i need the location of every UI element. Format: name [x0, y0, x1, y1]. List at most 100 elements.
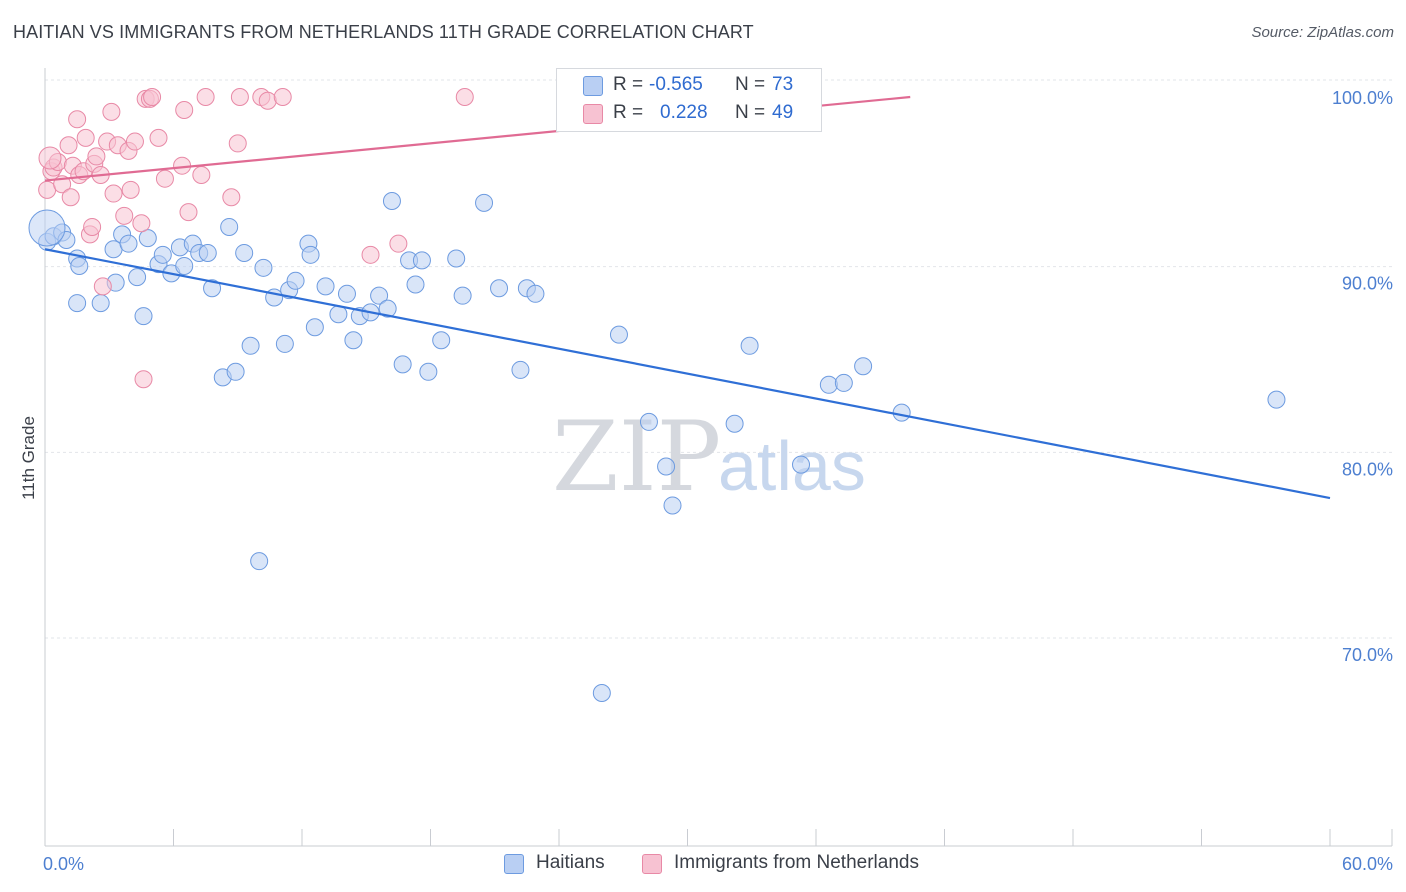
data-point — [526, 284, 545, 303]
data-point — [725, 414, 744, 433]
data-point — [192, 165, 211, 184]
data-point — [28, 209, 66, 247]
data-point — [453, 286, 472, 305]
data-point — [382, 191, 401, 210]
data-point — [59, 136, 78, 155]
data-point — [301, 245, 320, 264]
chart-title: HAITIAN VS IMMIGRANTS FROM NETHERLANDS 1… — [13, 22, 754, 42]
data-point — [663, 496, 682, 515]
data-point — [490, 279, 509, 298]
data-point — [639, 412, 658, 431]
data-point — [740, 336, 759, 355]
legend-r-value: -0.565 — [649, 74, 703, 95]
data-point — [70, 256, 89, 275]
data-point — [273, 88, 292, 106]
watermark-atlas: atlas — [718, 427, 866, 505]
trend-line-haitians — [44, 248, 1331, 500]
data-point — [68, 110, 87, 129]
data-point — [305, 318, 324, 337]
data-point — [61, 188, 80, 207]
data-point — [1267, 390, 1286, 409]
data-point — [87, 147, 106, 166]
x-tick-label: 60.0% — [1342, 854, 1393, 874]
data-point — [432, 331, 451, 350]
data-point — [104, 184, 123, 203]
data-point — [196, 88, 215, 106]
bottom-legend-label-haitians: Haitians — [536, 852, 605, 873]
data-point — [834, 373, 853, 392]
data-point — [609, 325, 628, 344]
data-point — [68, 294, 87, 313]
data-point — [592, 683, 611, 702]
legend-row-netherlands: R = 0.228 N = 49 — [557, 102, 821, 128]
bottom-legend-swatch-netherlands — [642, 854, 662, 874]
data-point — [254, 258, 273, 277]
legend-r-value: 0.228 — [660, 102, 708, 123]
data-point — [198, 243, 217, 262]
data-point — [406, 275, 425, 294]
data-point — [241, 336, 260, 355]
data-point — [38, 180, 57, 199]
data-point — [134, 307, 153, 326]
data-point — [149, 128, 168, 147]
legend-n-value: 49 — [772, 102, 794, 123]
data-point — [447, 249, 466, 268]
legend-swatch-haitians — [583, 76, 603, 96]
bottom-legend-swatch-haitians — [504, 854, 524, 874]
data-point — [179, 203, 198, 222]
data-point — [153, 245, 172, 264]
data-point — [235, 243, 254, 262]
data-point — [119, 234, 138, 253]
y-tick-label: 70.0% — [1342, 645, 1393, 665]
data-point — [419, 362, 438, 381]
legend-n-label: N = — [735, 102, 766, 123]
data-point — [792, 455, 811, 474]
data-point — [222, 188, 241, 207]
watermark-zip: ZIP — [552, 401, 721, 513]
data-point — [412, 251, 431, 270]
legend-n-value: 73 — [772, 74, 794, 95]
correlation-legend: R = -0.565 N = 73 R = 0.228 N = 49 — [556, 68, 822, 132]
data-point — [83, 217, 102, 236]
data-point — [344, 331, 363, 350]
legend-r-label: R = — [613, 74, 644, 95]
data-point — [226, 362, 245, 381]
data-point — [250, 552, 269, 571]
data-point — [455, 88, 474, 106]
data-point — [892, 403, 911, 422]
legend-r-label: R = — [613, 102, 644, 123]
series-haitians — [28, 191, 1286, 702]
legend-swatch-netherlands — [583, 104, 603, 124]
data-point — [132, 214, 151, 233]
tick-labels: 100.0% 90.0% 80.0% 70.0% 0.0% 60.0% — [43, 88, 1393, 874]
data-point — [91, 294, 110, 313]
data-point — [203, 279, 222, 298]
grid-lines — [45, 79, 1392, 639]
data-point — [361, 245, 380, 264]
y-tick-label: 80.0% — [1342, 459, 1393, 479]
data-point — [38, 146, 62, 170]
data-point — [155, 169, 174, 188]
data-point — [854, 357, 873, 376]
data-point — [819, 375, 838, 394]
data-point — [134, 370, 153, 389]
data-point — [389, 234, 408, 253]
data-point — [316, 277, 335, 296]
data-point — [143, 88, 162, 106]
x-tick-label: 0.0% — [43, 854, 84, 874]
axes — [44, 68, 1393, 847]
data-point — [511, 360, 530, 379]
y-axis-title: 11th Grade — [19, 416, 38, 500]
data-point — [76, 128, 95, 147]
y-tick-label: 90.0% — [1342, 274, 1393, 294]
legend-n-label: N = — [735, 74, 766, 95]
data-point — [230, 88, 249, 106]
data-point — [128, 268, 147, 287]
data-point — [286, 271, 305, 290]
data-point — [275, 334, 294, 353]
data-point — [125, 132, 144, 151]
data-point — [228, 134, 247, 153]
data-point — [138, 229, 157, 248]
source-label: Source: ZipAtlas.com — [1251, 24, 1394, 41]
